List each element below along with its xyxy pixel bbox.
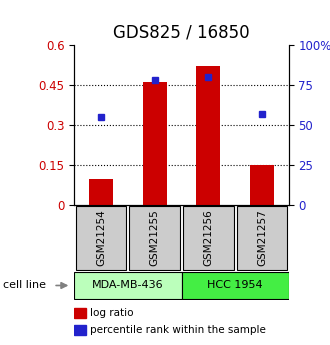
Text: MDA-MB-436: MDA-MB-436 [92,280,164,290]
Bar [237,206,287,270]
Text: log ratio: log ratio [90,308,134,318]
Bar [183,206,234,270]
Bar [196,66,220,205]
Bar [74,325,86,335]
Text: HCC 1954: HCC 1954 [207,280,263,290]
Bar [76,206,126,270]
Bar [250,165,274,205]
Text: percentile rank within the sample: percentile rank within the sample [90,325,266,335]
Bar [182,272,289,299]
Text: GSM21255: GSM21255 [150,210,160,266]
Text: cell line: cell line [3,280,46,290]
Bar [143,82,167,205]
Title: GDS825 / 16850: GDS825 / 16850 [113,24,250,42]
Bar [74,272,182,299]
Text: GSM21257: GSM21257 [257,210,267,266]
Bar [74,308,86,318]
Text: GSM21254: GSM21254 [96,210,106,266]
Bar [89,178,113,205]
Bar [129,206,180,270]
Text: GSM21256: GSM21256 [203,210,213,266]
